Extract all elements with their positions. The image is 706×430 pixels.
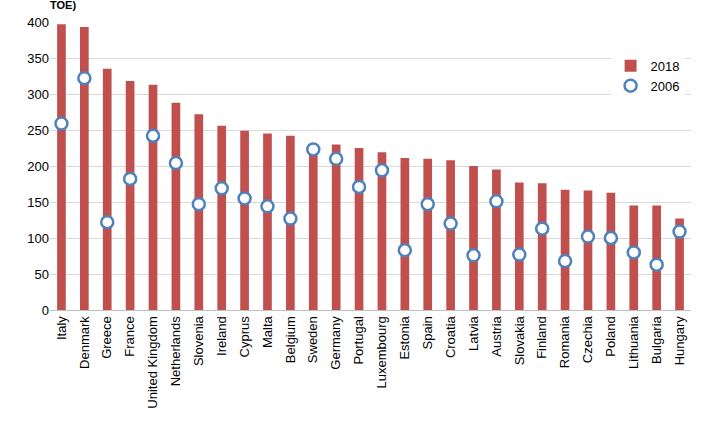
svg-text:Portugal: Portugal — [351, 316, 366, 365]
svg-text:Finland: Finland — [534, 316, 549, 359]
svg-text:200: 200 — [27, 159, 49, 174]
svg-text:Cyprus: Cyprus — [237, 316, 252, 358]
svg-text:Ireland: Ireland — [214, 316, 229, 356]
svg-text:Lithuania: Lithuania — [626, 315, 641, 369]
svg-text:Germany: Germany — [328, 316, 343, 370]
svg-text:2018: 2018 — [651, 59, 680, 74]
svg-text:Croatia: Croatia — [443, 315, 458, 358]
svg-text:Romania: Romania — [557, 315, 572, 368]
svg-text:400: 400 — [27, 15, 49, 30]
svg-text:Czechia: Czechia — [580, 315, 595, 363]
svg-text:Italy: Italy — [54, 316, 69, 340]
svg-text:50: 50 — [35, 267, 49, 282]
svg-text:0: 0 — [42, 303, 49, 318]
svg-text:Spain: Spain — [420, 316, 435, 349]
svg-text:300: 300 — [27, 87, 49, 102]
svg-text:TOE): TOE) — [50, 0, 76, 11]
svg-text:2006: 2006 — [651, 79, 680, 94]
svg-text:Slovakia: Slovakia — [512, 315, 527, 365]
svg-text:Austria: Austria — [489, 315, 504, 356]
svg-text:Netherlands: Netherlands — [168, 316, 183, 387]
svg-text:150: 150 — [27, 195, 49, 210]
svg-text:Malta: Malta — [260, 315, 275, 348]
svg-text:France: France — [122, 316, 137, 356]
svg-text:Greece: Greece — [99, 316, 114, 359]
svg-text:Estonia: Estonia — [397, 315, 412, 359]
svg-text:Slovenia: Slovenia — [191, 315, 206, 366]
svg-text:Latvia: Latvia — [466, 315, 481, 350]
svg-text:Sweden: Sweden — [305, 316, 320, 363]
svg-text:Denmark: Denmark — [77, 316, 92, 369]
svg-text:Hungary: Hungary — [672, 316, 687, 366]
svg-text:Poland: Poland — [603, 316, 618, 356]
svg-text:100: 100 — [27, 231, 49, 246]
svg-text:350: 350 — [27, 51, 49, 66]
svg-text:Belgium: Belgium — [283, 316, 298, 363]
svg-text:United Kingdom: United Kingdom — [145, 316, 160, 409]
svg-text:Luxembourg: Luxembourg — [374, 316, 389, 388]
svg-text:Bulgaria: Bulgaria — [649, 315, 664, 363]
svg-text:250: 250 — [27, 123, 49, 138]
